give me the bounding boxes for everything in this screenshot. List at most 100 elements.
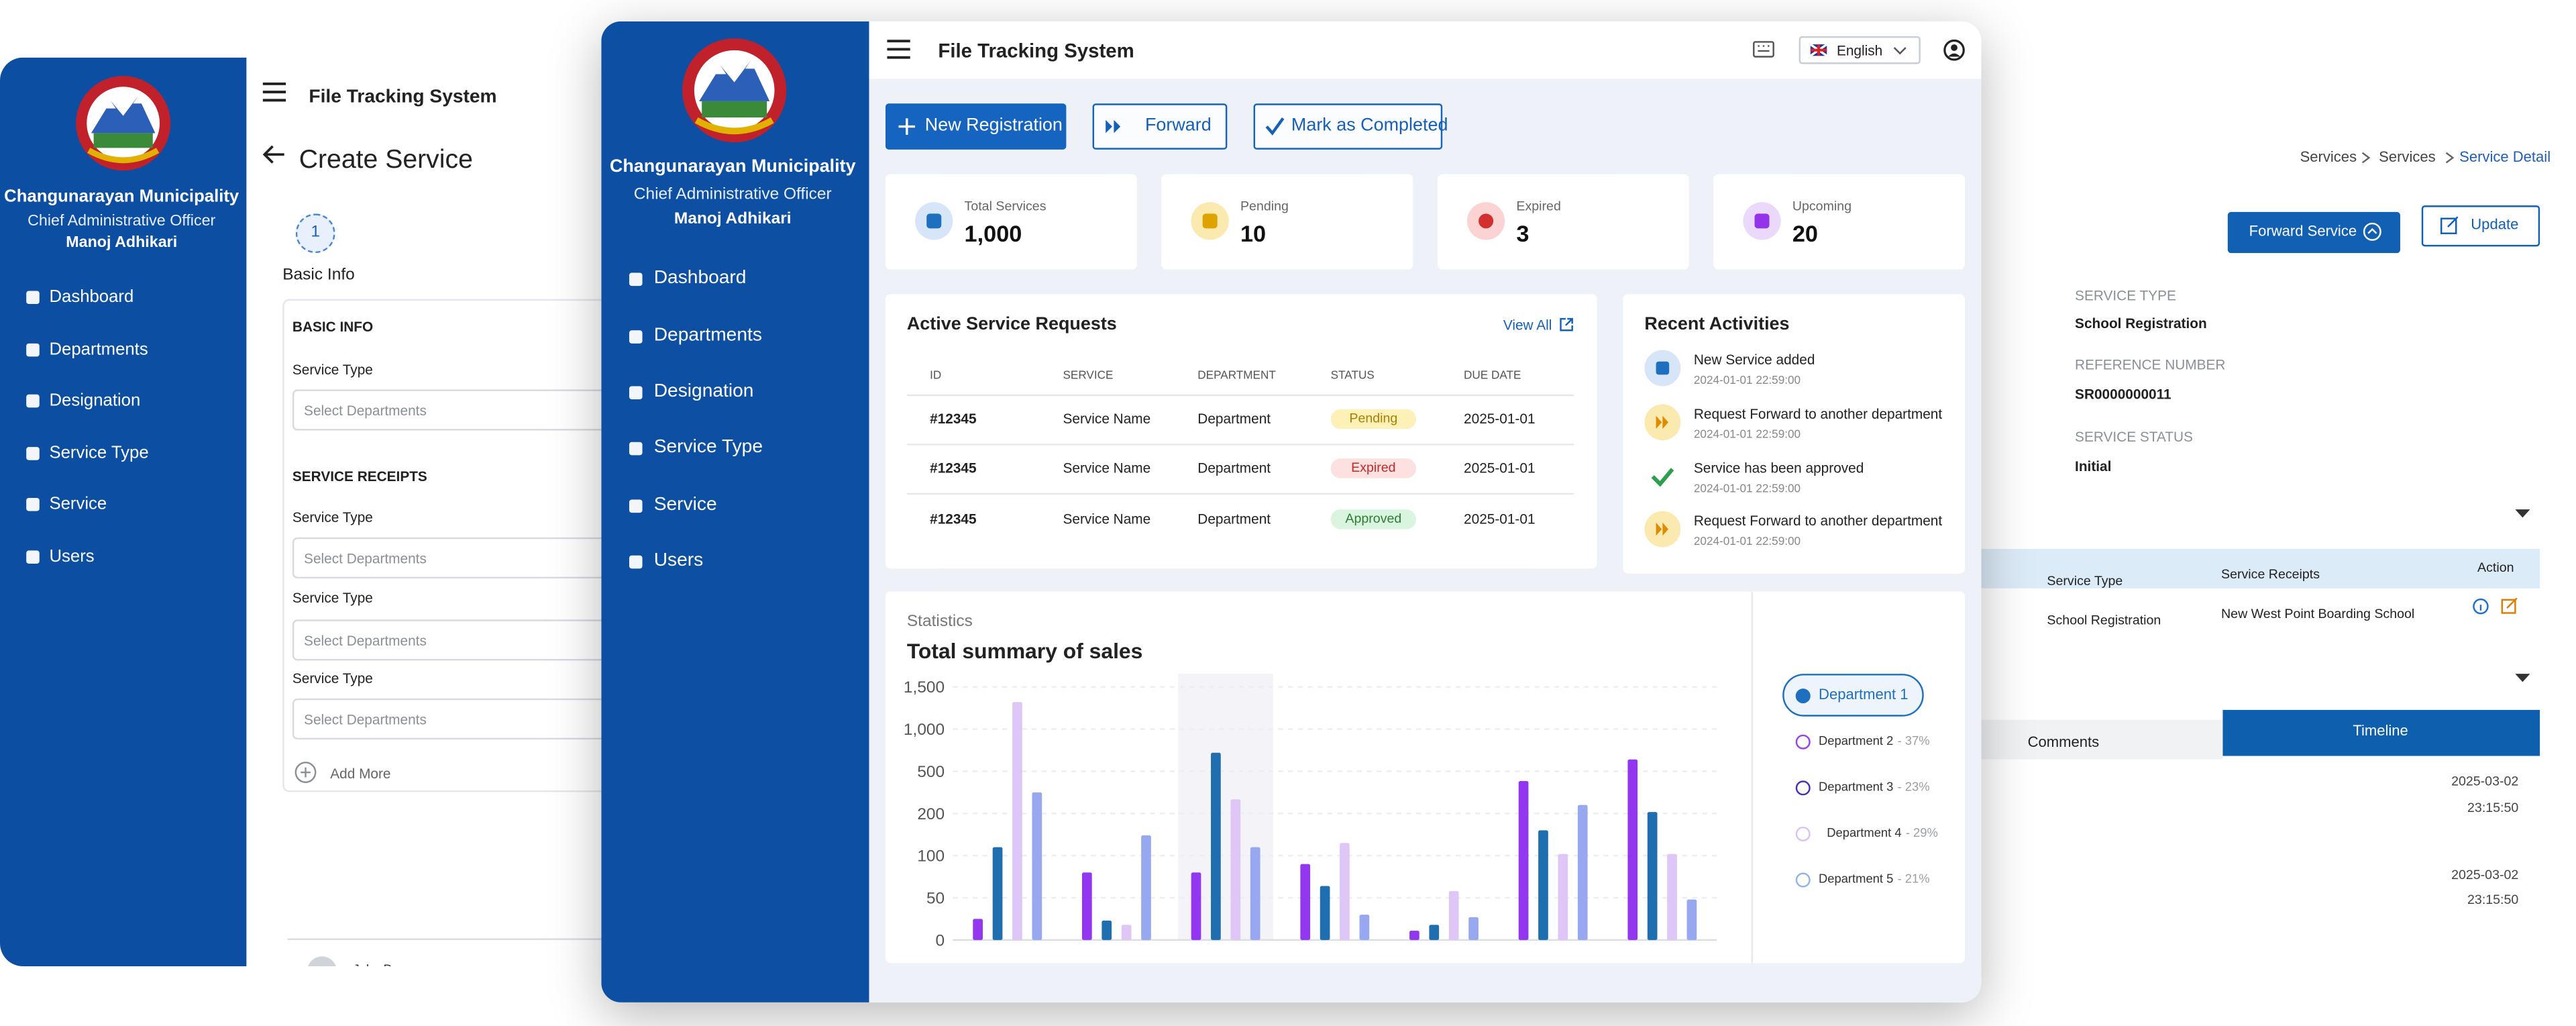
update-button[interactable] (2421, 205, 2540, 247)
activity-time: 2024-01-01 22:59:00 (1693, 484, 1801, 496)
table-cell: 2025-01-01 (1464, 460, 1536, 476)
step-number: 1 (311, 223, 321, 242)
statistics-card (885, 591, 1965, 964)
column-header: Action (2477, 560, 2514, 576)
view-all-link[interactable]: View All (1503, 317, 1552, 334)
timeline-time: 23:15:50 (2467, 800, 2519, 815)
breadcrumb-item[interactable]: Services (2379, 148, 2436, 166)
step-circle (295, 213, 335, 254)
nav-item[interactable]: Designation (49, 391, 141, 411)
bar (1686, 899, 1697, 940)
nav-item[interactable]: Service Type (49, 443, 149, 464)
row-divider (906, 394, 1574, 397)
breadcrumb-item[interactable]: Services (2300, 148, 2357, 166)
breadcrumb-item[interactable]: Service Detail (2459, 148, 2551, 166)
nav-item[interactable]: Users (653, 551, 704, 571)
chart: 0 50 100 200 500 1,000 1,500 (904, 674, 1717, 950)
stat-icon (1202, 213, 1218, 229)
user-icon (1943, 39, 1965, 61)
comments-tab[interactable] (1955, 719, 2223, 760)
field-label: Service Type (292, 589, 373, 607)
legend-swatch[interactable] (1795, 687, 1811, 703)
nav-item[interactable]: Designation (653, 381, 754, 402)
input-placeholder: Select Departments (304, 402, 427, 419)
menu-icon (887, 40, 910, 59)
activity-title: Service has been approved (1693, 460, 1864, 476)
column-header: DEPARTMENT (1197, 370, 1276, 382)
tab-label: Comments (2027, 733, 2100, 750)
stat-value: 1,000 (964, 220, 1022, 247)
legend-label[interactable]: Department 4 (1827, 825, 1902, 841)
add-icon (294, 762, 317, 783)
nav-item[interactable]: Dashboard (653, 268, 747, 289)
app-title: File Tracking System (938, 39, 1134, 63)
y-tick-label: 100 (917, 848, 945, 866)
language: English (1836, 42, 1883, 59)
collapse-icon (2515, 509, 2530, 518)
collapse-icon (2515, 674, 2530, 682)
input-placeholder: Select Departments (304, 632, 427, 649)
table-cell: School Registration (2047, 613, 2161, 628)
table-header (1955, 548, 2540, 588)
nav-icon (26, 498, 40, 511)
app-title: File Tracking System (309, 87, 497, 107)
bar (1538, 830, 1548, 940)
add-more-button[interactable]: Add More (330, 765, 391, 782)
nav-icon (26, 550, 40, 564)
action-button[interactable] (1253, 103, 1443, 150)
info-icon (2473, 598, 2489, 615)
legend-swatch[interactable] (1795, 872, 1811, 887)
nav-item[interactable]: Service (653, 495, 717, 515)
nav-item[interactable]: Service (49, 494, 107, 514)
nav-item[interactable]: Dashboard (49, 287, 134, 307)
emblem (76, 76, 171, 171)
legend-label[interactable]: Department 2 (1819, 733, 1894, 748)
external-icon (1560, 317, 1573, 331)
bar (1141, 835, 1151, 940)
stat-icon (1479, 213, 1494, 229)
bar (1468, 917, 1479, 940)
organization: Changunarayan Municipality (609, 156, 856, 177)
bar (1250, 847, 1260, 940)
column-header: SERVICE (1063, 370, 1114, 382)
timeline-date: 2025-03-02 (2451, 868, 2519, 883)
legend-swatch[interactable] (1795, 825, 1811, 841)
legend-label[interactable]: Department 5 (1819, 871, 1894, 886)
nav-item[interactable]: Departments (653, 325, 762, 346)
detail-label: SERVICE TYPE (2075, 287, 2176, 304)
status-label: Pending (1349, 411, 1398, 426)
legend-label[interactable]: Department 1 (1819, 686, 1909, 703)
nav-item[interactable]: Service Type (653, 438, 763, 458)
detail-value: SR0000000011 (2075, 385, 2171, 403)
avatar (307, 956, 337, 967)
role: Chief Administrative Officer (28, 212, 216, 231)
bar (1558, 854, 1568, 940)
legend-label[interactable]: Department 3 (1819, 779, 1894, 794)
legend-swatch[interactable] (1795, 733, 1811, 749)
table-cell: #12345 (930, 410, 977, 427)
table-cell: #12345 (930, 511, 977, 527)
bar (1191, 872, 1201, 940)
activity-time: 2024-01-01 22:59:00 (1693, 375, 1801, 387)
detail-label: SERVICE STATUS (2075, 428, 2193, 446)
activity-title: Request Forward to another department (1693, 512, 1943, 529)
nav-icon (629, 386, 643, 400)
table-cell: 2025-01-01 (1464, 410, 1536, 427)
legend-swatch[interactable] (1795, 780, 1811, 795)
nav-item[interactable]: Departments (49, 340, 148, 360)
input (292, 537, 657, 579)
divider (1751, 591, 1754, 964)
nav-item[interactable]: Users (49, 546, 95, 567)
card-title: Active Service Requests (906, 314, 1117, 335)
bar (1647, 812, 1658, 940)
column-header: ID (930, 370, 942, 382)
chevron-icon (2363, 222, 2381, 241)
bar (992, 847, 1003, 940)
organization: Changunarayan Municipality (4, 187, 239, 207)
timeline-tab[interactable] (2222, 709, 2540, 756)
forward-service-button[interactable] (2227, 211, 2400, 254)
footer-department: IT Department (419, 966, 482, 976)
action-button[interactable] (885, 103, 1067, 150)
chart-title: Total summary of sales (906, 638, 1143, 664)
keyboard-icon (1753, 41, 1774, 58)
